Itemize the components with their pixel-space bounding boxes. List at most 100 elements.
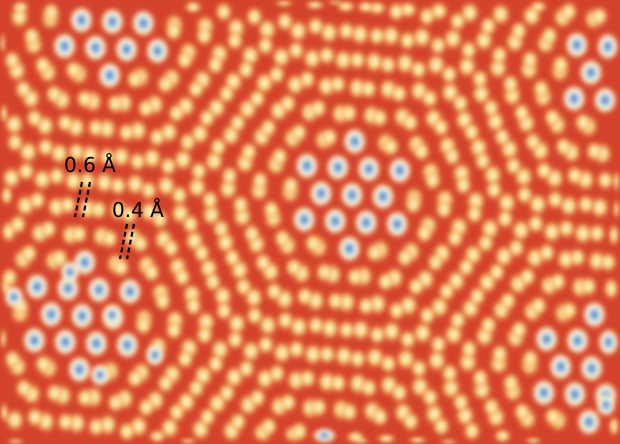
atom-spot <box>258 116 279 140</box>
atom-spot <box>481 96 502 120</box>
atom-spot <box>380 23 403 49</box>
atom-spot <box>400 410 421 434</box>
atom-spot <box>325 0 346 5</box>
atom-spot <box>542 106 563 130</box>
atom-spot <box>470 366 491 390</box>
atom-spot <box>578 274 599 298</box>
atom-spot <box>384 209 411 240</box>
atom-spot <box>96 60 123 91</box>
atom-spot <box>24 106 45 130</box>
atom-spot <box>358 376 379 400</box>
atom-spot <box>349 317 372 343</box>
atom-spot <box>400 111 421 135</box>
atom-spot <box>308 178 335 209</box>
atom-spot <box>461 120 482 144</box>
atom-spot <box>24 405 45 429</box>
atom-spot <box>445 226 466 250</box>
atom-spot <box>595 392 617 418</box>
atom-spot <box>578 353 605 384</box>
atom-spot <box>450 390 471 414</box>
atom-spot <box>297 67 318 91</box>
atom-spot <box>437 439 460 444</box>
atom-spot <box>211 217 232 241</box>
atom-spot <box>289 120 310 144</box>
atom-spot <box>16 159 37 183</box>
atom-spot <box>442 144 463 168</box>
atom-spot <box>571 220 594 247</box>
atom-spot <box>183 294 204 318</box>
atom-spot <box>525 212 546 236</box>
atom-spot <box>469 67 490 91</box>
atom-spot <box>500 371 521 395</box>
atom-spot <box>369 181 396 212</box>
atom-spot <box>261 198 282 222</box>
atom-spot <box>175 347 196 371</box>
atom-spot <box>341 126 368 157</box>
atom-spot <box>89 362 111 388</box>
atom-spot <box>461 419 482 443</box>
atom-spot <box>116 276 143 307</box>
atom-spot <box>191 241 212 265</box>
atom-spot <box>567 245 588 269</box>
atom-spot <box>369 106 390 130</box>
atom-spot <box>389 82 410 106</box>
atom-spot <box>514 183 535 207</box>
atom-spot <box>219 164 240 188</box>
atom-spot <box>264 280 285 304</box>
atom-spot <box>528 0 549 14</box>
atom-spot <box>475 231 496 255</box>
atom-spot <box>366 24 387 48</box>
atom-spot <box>130 8 157 39</box>
atom-spot <box>55 410 76 434</box>
atom-spot <box>503 154 524 178</box>
atom-spot <box>553 135 574 159</box>
atom-spot <box>355 0 376 14</box>
atom-spot <box>339 101 360 125</box>
atom-spot <box>124 68 145 92</box>
atom-spot <box>0 326 7 352</box>
atom-spot <box>0 265 20 289</box>
atom-spot <box>180 212 201 236</box>
atom-spot <box>536 241 557 265</box>
atom-spot <box>46 164 67 188</box>
atom-spot <box>350 437 371 444</box>
atom-spot <box>272 226 293 250</box>
atom-spot <box>303 231 324 255</box>
atom-spot <box>228 410 249 434</box>
atom-spot <box>378 53 399 77</box>
atom-spot <box>147 125 168 149</box>
atom-spot <box>375 433 398 444</box>
atom-spot <box>539 24 560 48</box>
atom-spot <box>88 198 109 222</box>
atom-spot <box>233 275 254 299</box>
atom-spot <box>52 326 79 357</box>
atom-spot <box>339 180 365 210</box>
atom-spot <box>478 14 499 38</box>
atom-spot <box>492 427 513 444</box>
atom-spot <box>86 415 107 439</box>
atom-spot <box>125 366 146 390</box>
atom-spot <box>293 150 320 181</box>
atom-spot <box>280 173 301 197</box>
atom-spot <box>200 188 221 212</box>
atom-spot <box>291 204 318 235</box>
atom-spot <box>194 323 215 347</box>
atom-spot <box>194 24 215 48</box>
atom-spot <box>105 391 126 415</box>
atom-spot <box>44 82 65 106</box>
atom-spot <box>378 352 399 376</box>
atom-spot <box>607 414 620 438</box>
atom-spot <box>559 298 580 322</box>
atom-spot <box>172 265 193 289</box>
atom-spot <box>83 328 110 359</box>
atom-spot <box>238 140 259 164</box>
atom-spot <box>447 308 468 332</box>
atom-spot <box>572 110 593 134</box>
annotation-label-0-6: 0.6 Å <box>64 153 116 177</box>
atom-spot <box>58 193 79 217</box>
atom-spot <box>3 284 25 310</box>
atom-spot <box>24 271 51 302</box>
atom-spot <box>322 206 349 236</box>
atom-spot <box>456 255 477 279</box>
